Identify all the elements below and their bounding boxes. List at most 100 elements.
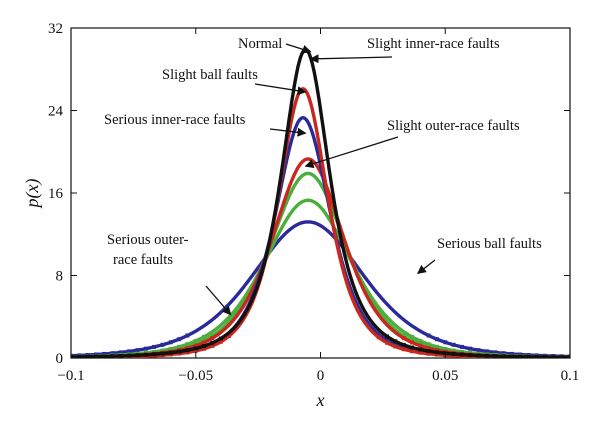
annotation-arrow	[304, 136, 399, 169]
tail-marker	[118, 353, 123, 358]
tail-marker	[409, 340, 414, 345]
tail-marker	[193, 346, 198, 351]
tail-marker	[385, 334, 390, 339]
annotation-label: Serious outer-	[107, 232, 189, 248]
tail-marker	[551, 355, 556, 358]
tail-marker	[393, 339, 398, 344]
tail-marker	[409, 349, 414, 354]
tail-marker	[401, 347, 406, 352]
annotation-label: Normal	[238, 36, 282, 52]
x-tick-label: −0.1	[57, 368, 84, 384]
y-tick-label: 16	[48, 186, 64, 202]
tail-marker	[93, 354, 98, 358]
tail-marker	[401, 336, 406, 341]
x-tick-label: −0.05	[178, 368, 213, 384]
tail-marker	[434, 337, 439, 342]
y-axis-label: p(x)	[22, 179, 43, 210]
tail-marker	[152, 344, 157, 349]
annotation-label: Slight ball faults	[162, 67, 258, 83]
tail-marker	[160, 342, 165, 347]
tail-marker	[418, 343, 423, 348]
tail-marker	[468, 346, 473, 351]
tail-marker	[418, 347, 423, 352]
tail-marker	[501, 354, 506, 358]
series-line-serious-ball-faults	[71, 220, 570, 358]
annotations: Normal Slight inner-race faults Slight bal…	[104, 36, 542, 316]
tail-marker	[559, 355, 564, 358]
tail-marker	[426, 333, 431, 338]
tail-marker	[110, 354, 115, 358]
tail-marker	[77, 354, 82, 358]
plot-area-border	[70, 27, 571, 359]
tail-marker	[401, 342, 406, 347]
annotation-label: Serious inner-race faults	[104, 112, 246, 128]
annotation-label-line2: race faults	[113, 252, 173, 268]
annotation-label: Slight inner-race faults	[367, 36, 500, 52]
annotation-arrow	[254, 83, 307, 96]
tail-marker	[376, 335, 381, 340]
x-axis-label: x	[316, 390, 325, 410]
tail-marker	[177, 349, 182, 354]
y-tick-label: 8	[56, 269, 64, 285]
tail-marker	[185, 333, 190, 338]
tail-marker	[484, 353, 489, 358]
tail-marker	[218, 336, 223, 341]
tail-marker	[102, 354, 107, 358]
y-tick-label: 0	[56, 351, 64, 367]
tail-marker	[168, 350, 173, 355]
tail-marker	[202, 334, 207, 339]
tail-marker	[135, 348, 140, 353]
tail-marker	[210, 336, 215, 341]
tail-marker	[476, 353, 481, 358]
tail-marker	[434, 350, 439, 355]
series-layer	[71, 48, 570, 358]
tail-marker	[85, 354, 90, 358]
tail-marker	[409, 334, 414, 339]
tail-marker	[459, 344, 464, 349]
plot-frame	[70, 27, 571, 359]
tail-marker	[426, 349, 431, 354]
tail-marker	[568, 355, 570, 358]
x-tick-label: 0	[317, 368, 325, 384]
tail-marker	[543, 355, 548, 358]
tail-marker	[443, 340, 448, 345]
tail-marker	[518, 354, 523, 358]
tail-marker	[185, 348, 190, 353]
series-line-normal	[71, 48, 570, 358]
tail-marker	[127, 353, 132, 358]
axis-labels: x p(x)	[22, 179, 325, 410]
tail-marker	[160, 351, 165, 356]
tail-marker	[135, 353, 140, 358]
tail-marker	[534, 354, 539, 358]
x-tick-label: 0.1	[561, 368, 580, 384]
annotation-arrow	[285, 43, 312, 54]
tail-marker	[210, 340, 215, 345]
x-tick-label: 0.05	[432, 368, 458, 384]
tail-marker	[177, 337, 182, 342]
annotation-label: Serious ball faults	[437, 236, 542, 252]
tail-marker	[143, 346, 148, 351]
annotation-arrow	[205, 285, 232, 316]
tail-marker	[509, 354, 514, 358]
tail-marker	[168, 340, 173, 345]
tail-marker	[476, 348, 481, 353]
tail-marker	[385, 340, 390, 345]
tail-marker	[526, 354, 531, 358]
tail-marker	[202, 344, 207, 349]
tail-marker	[393, 344, 398, 349]
tail-marker	[451, 342, 456, 347]
annotation-arrow	[417, 259, 436, 275]
annotation-arrow	[269, 127, 307, 137]
tail-marker	[152, 352, 157, 357]
ticks-layer: −0.1 −0.05 0 0.05 0.1 0 8 16 24 32	[48, 21, 579, 384]
y-tick-label: 32	[48, 21, 63, 37]
tail-marker	[409, 345, 414, 350]
tail-marker	[459, 352, 464, 357]
tail-marker	[143, 352, 148, 357]
y-tick-label: 24	[48, 104, 64, 120]
annotation-label: Slight outer-race faults	[387, 118, 520, 134]
tail-marker	[468, 353, 473, 358]
tail-marker	[451, 351, 456, 356]
annotation-arrow	[309, 54, 393, 64]
